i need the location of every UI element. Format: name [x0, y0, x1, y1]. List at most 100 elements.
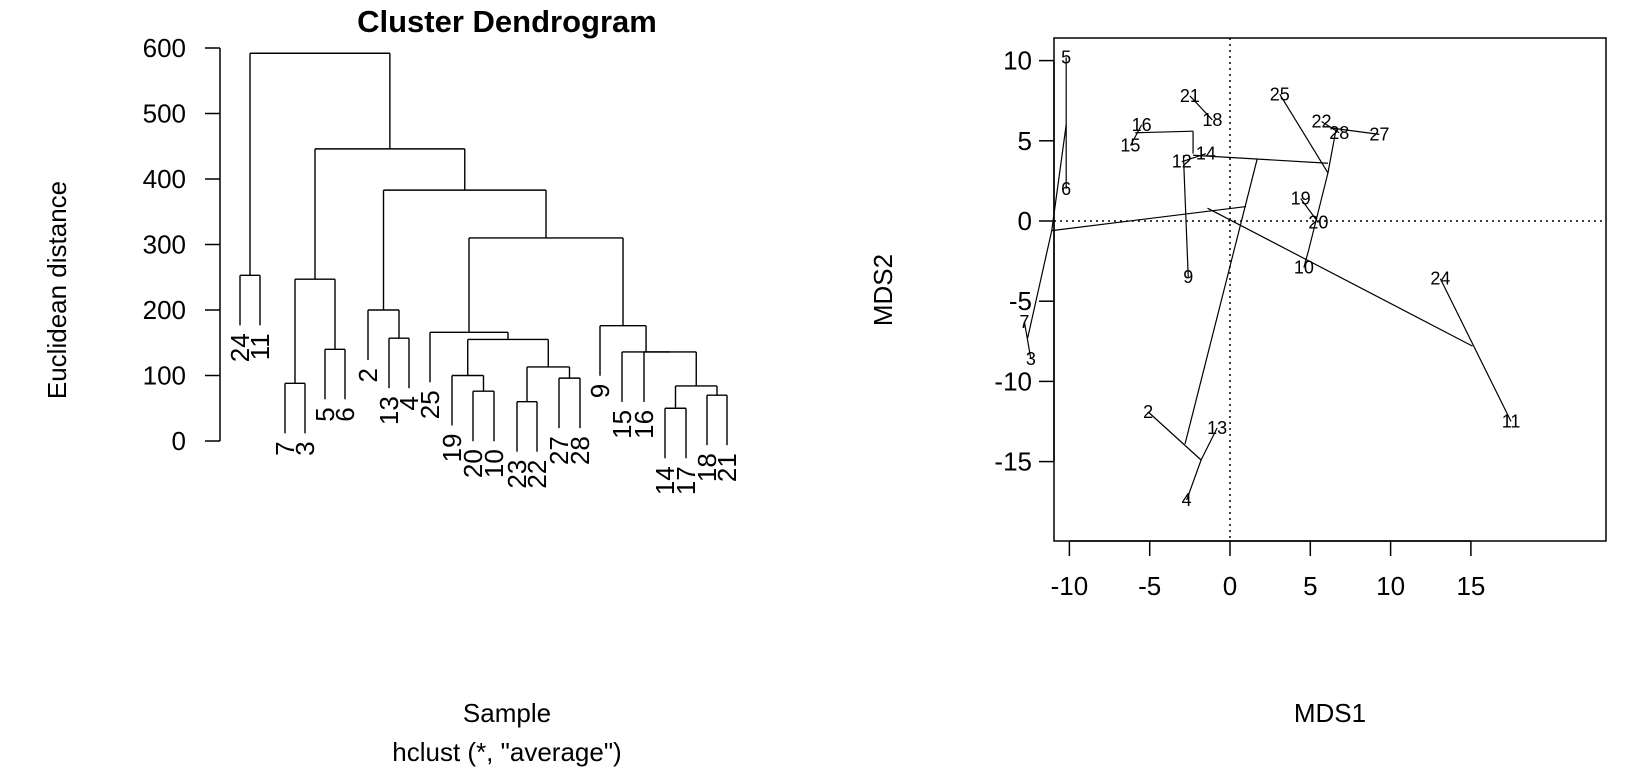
mds-segment — [1023, 321, 1032, 360]
mds-segment — [1181, 153, 1207, 163]
mds-segment — [1439, 278, 1512, 422]
mds-segment — [1331, 127, 1380, 135]
dendrogram-leaf-label: 4 — [394, 396, 424, 410]
mds-y-tick-label: 0 — [1018, 206, 1032, 236]
mds-point-label: 3 — [1026, 349, 1036, 369]
mds-reference-lines — [1054, 38, 1606, 541]
mds-point-label: 28 — [1329, 123, 1349, 143]
dendrogram-leaf-label: 6 — [330, 407, 360, 421]
mds-point-label: 19 — [1291, 189, 1311, 209]
mds-point-label: 10 — [1294, 258, 1314, 278]
dendrogram-leaf-label: 9 — [585, 384, 615, 398]
mds-segment — [1207, 207, 1473, 347]
dendrogram-y-tick-label: 100 — [143, 361, 186, 391]
dendrogram-leaf-label: 19 — [437, 434, 467, 463]
mds-y-tick-label: 5 — [1018, 126, 1032, 156]
dendrogram-y-tick-label: 400 — [143, 164, 186, 194]
mds-point-label: 16 — [1132, 115, 1152, 135]
mds-segment — [1027, 230, 1053, 339]
dendrogram-leaf-label: 16 — [629, 410, 659, 439]
mds-segment — [1051, 205, 1247, 232]
mds-point-label: 15 — [1120, 136, 1140, 156]
mds-point-label: 21 — [1180, 86, 1200, 106]
dendrogram-y-tick-label: 200 — [143, 295, 186, 325]
mds-segment — [1279, 93, 1329, 174]
mds-point-label: 18 — [1202, 110, 1222, 130]
mds-x-tick-label: 15 — [1456, 571, 1485, 601]
mds-spanning-tree — [1023, 57, 1512, 501]
dendrogram-leaf-label: 13 — [374, 396, 404, 425]
mds-x-tick-label: -5 — [1138, 571, 1161, 601]
mds-point-label: 13 — [1207, 418, 1227, 438]
mds-segment — [1193, 154, 1329, 164]
mds-point-label: 25 — [1270, 84, 1290, 104]
dendrogram-title: Cluster Dendrogram — [357, 4, 657, 39]
dendrogram-leaf-label: 2 — [353, 368, 383, 382]
mds-segment — [1303, 249, 1310, 268]
dendrogram-leaf-label: 5 — [310, 407, 340, 421]
mds-segment — [1129, 124, 1143, 146]
mds-point-label: 11 — [1502, 412, 1521, 432]
mds-point-label: 7 — [1019, 312, 1029, 332]
dendrogram-panel: Cluster Dendrogram Euclidean distance Sa… — [42, 4, 742, 767]
mds-point-label: 20 — [1308, 213, 1328, 233]
dendrogram-y-tick-label: 600 — [143, 33, 186, 63]
dendrogram-leaf-label: 23 — [502, 460, 532, 489]
dendrogram-leaf-label: 25 — [415, 390, 445, 419]
mds-y-tick-label: 10 — [1003, 46, 1032, 76]
dendrogram-leaf-label: 11 — [245, 333, 275, 360]
dendrogram-leaf-label: 7 — [270, 441, 300, 455]
dendrogram-leaf-label: 28 — [565, 436, 595, 465]
mds-point-label: 9 — [1183, 267, 1193, 287]
dendrogram-leaf-label: 3 — [290, 441, 320, 455]
mds-point-label: 4 — [1182, 490, 1192, 510]
mds-point-label: 14 — [1196, 144, 1216, 164]
dendrogram-y-tick-label: 300 — [143, 230, 186, 260]
mds-segment — [1300, 198, 1319, 223]
mds-segment — [1200, 427, 1218, 461]
dendrogram-leaf-label: 21 — [712, 453, 742, 482]
mds-x-axis-label: MDS1 — [1294, 698, 1366, 728]
mds-segment — [1327, 129, 1337, 173]
mds-x-tick-label: 10 — [1376, 571, 1405, 601]
mds-segment — [1189, 95, 1213, 121]
dendrogram-y-axis-label: Euclidean distance — [42, 181, 72, 399]
mds-segment — [1135, 130, 1194, 134]
mds-x-tick-label: -10 — [1051, 571, 1089, 601]
dendrogram-x-axis-label: Sample — [463, 698, 551, 728]
mds-x-tick-label: 5 — [1303, 571, 1317, 601]
mds-segment — [1308, 172, 1329, 251]
dendrogram-leaf-label: 15 — [607, 410, 637, 439]
mds-point-label: 24 — [1430, 269, 1450, 289]
dendrogram-leaf-label: 27 — [544, 436, 574, 465]
mds-point-label: 27 — [1369, 124, 1389, 144]
dendrogram-leaf-label: 20 — [458, 449, 488, 478]
dendrogram-leaf-label: 17 — [671, 466, 701, 495]
mds-segment — [1051, 124, 1067, 231]
mds-point-label: 2 — [1143, 402, 1153, 422]
dendrogram-leaf-label: 22 — [522, 460, 552, 489]
mds-point-label: 22 — [1312, 112, 1332, 132]
mds-point-label: 6 — [1061, 179, 1071, 199]
dendrogram-leaf-label: 10 — [479, 449, 509, 478]
mds-point-label: 5 — [1061, 47, 1071, 67]
dendrogram-method-label: hclust (*, "average") — [392, 737, 621, 767]
mds-axes: -10 -5 0 5 10 15 -15 -10 -5 0 5 10 — [994, 46, 1485, 601]
mds-y-tick-label: -10 — [994, 366, 1032, 396]
mds-y-tick-label: -15 — [994, 447, 1032, 477]
mds-segment — [1186, 459, 1202, 501]
mds-point-label: 12 — [1172, 152, 1192, 172]
dendrogram-leaf-label: 24 — [225, 333, 255, 362]
dendrogram-leaf-label: 18 — [692, 453, 722, 482]
mds-x-tick-label: 0 — [1223, 571, 1237, 601]
mds-y-axis-label: MDS2 — [868, 254, 898, 326]
mds-segment — [1184, 158, 1258, 445]
dendrogram-y-tick-label: 500 — [143, 99, 186, 129]
dendrogram-leaf-label: 14 — [650, 466, 680, 495]
mds-y-tick-label: -5 — [1009, 286, 1032, 316]
dendrogram-y-tick-label: 0 — [172, 426, 186, 456]
